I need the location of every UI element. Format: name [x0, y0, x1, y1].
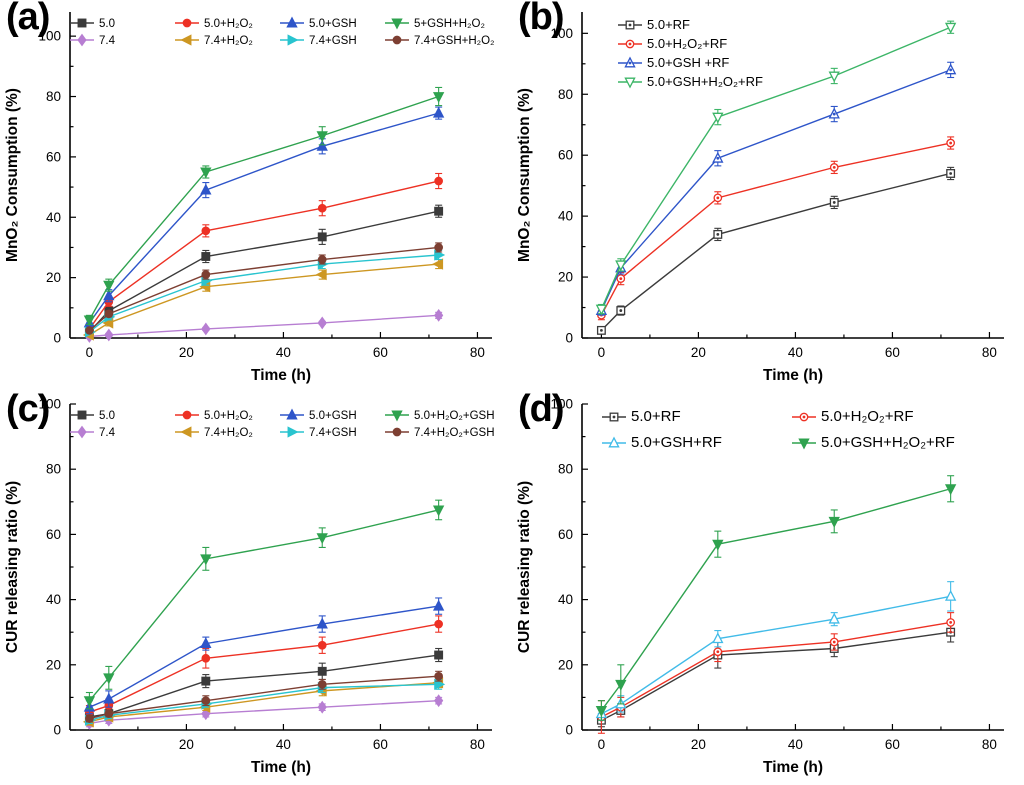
svg-text:40: 40	[276, 737, 291, 752]
svg-text:40: 40	[276, 345, 291, 360]
panel-a-label: (a)	[6, 0, 50, 38]
svg-text:MnO₂ Consumption (%): MnO₂ Consumption (%)	[4, 88, 21, 262]
svg-text:5.0+GSH+H₂O₂+RF: 5.0+GSH+H₂O₂+RF	[821, 434, 955, 451]
svg-text:60: 60	[373, 345, 388, 360]
svg-text:7.4+H₂O₂: 7.4+H₂O₂	[204, 35, 253, 47]
panel-b: (b) 0 20 40 60 80 0 20 40 60 80 100 Time (h) MnO₂ Co…	[512, 0, 1024, 392]
svg-text:7.4: 7.4	[99, 35, 116, 47]
svg-text:20: 20	[46, 270, 61, 285]
svg-text:20: 20	[179, 345, 194, 360]
panel-d-label: (d)	[518, 388, 565, 430]
svg-text:5.0+H₂O₂+RF: 5.0+H₂O₂+RF	[821, 408, 914, 425]
svg-text:80: 80	[46, 462, 61, 477]
svg-text:80: 80	[982, 737, 997, 752]
svg-text:60: 60	[885, 345, 900, 360]
svg-text:7.4+GSH+H₂O₂: 7.4+GSH+H₂O₂	[414, 35, 495, 47]
svg-text:80: 80	[470, 345, 485, 360]
svg-text:80: 80	[982, 345, 997, 360]
svg-text:80: 80	[46, 89, 61, 104]
svg-text:5.0+H₂O₂: 5.0+H₂O₂	[204, 18, 253, 30]
svg-text:CUR releasing ratio (%): CUR releasing ratio (%)	[516, 481, 533, 653]
svg-text:100: 100	[38, 397, 61, 412]
svg-text:60: 60	[558, 148, 573, 163]
panel-d: (d) 0 20 40 60 80 0 20 40 60 80 100 Time (h) CUR rel…	[512, 388, 1024, 785]
svg-text:40: 40	[558, 592, 573, 607]
svg-text:0: 0	[598, 737, 606, 752]
svg-text:5.0+GSH +RF: 5.0+GSH +RF	[647, 55, 729, 70]
svg-text:20: 20	[46, 657, 61, 672]
svg-text:Time (h): Time (h)	[763, 367, 823, 384]
svg-text:5.0+GSH+H₂O₂+RF: 5.0+GSH+H₂O₂+RF	[647, 74, 763, 89]
svg-text:80: 80	[558, 462, 573, 477]
svg-text:7.4+GSH: 7.4+GSH	[309, 427, 357, 439]
svg-text:20: 20	[179, 737, 194, 752]
svg-text:5.0: 5.0	[99, 18, 115, 30]
svg-text:40: 40	[788, 737, 803, 752]
svg-text:60: 60	[46, 527, 61, 542]
panel-c: (c) 0 20 40 60 80 0 20 40 60 80 100 Time (h) CUR rel…	[0, 388, 512, 785]
svg-text:20: 20	[558, 657, 573, 672]
svg-text:7.4+H₂O₂: 7.4+H₂O₂	[204, 427, 253, 439]
panel-c-label: (c)	[6, 388, 50, 430]
svg-text:Time (h): Time (h)	[251, 759, 311, 776]
svg-text:5.0+GSH: 5.0+GSH	[309, 410, 357, 422]
svg-text:CUR releasing ratio (%): CUR releasing ratio (%)	[4, 481, 21, 653]
svg-text:20: 20	[691, 737, 706, 752]
svg-text:40: 40	[46, 210, 61, 225]
svg-text:0: 0	[565, 331, 573, 346]
svg-text:20: 20	[558, 270, 573, 285]
svg-text:5.0+H₂O₂+RF: 5.0+H₂O₂+RF	[647, 36, 727, 51]
svg-text:MnO₂ Consumption (%): MnO₂ Consumption (%)	[516, 88, 533, 262]
chart-b-mno2-consumption-rf: 0 20 40 60 80 0 20 40 60 80 100 Time (h) MnO₂ Consum…	[512, 0, 1024, 392]
svg-text:Time (h): Time (h)	[763, 759, 823, 776]
svg-text:40: 40	[788, 345, 803, 360]
svg-text:0: 0	[53, 723, 61, 738]
svg-text:5.0+H₂O₂: 5.0+H₂O₂	[204, 410, 253, 422]
svg-text:60: 60	[373, 737, 388, 752]
svg-text:5.0+GSH: 5.0+GSH	[309, 18, 357, 30]
svg-text:5.0+H₂O₂+GSH: 5.0+H₂O₂+GSH	[414, 410, 495, 422]
svg-text:80: 80	[470, 737, 485, 752]
svg-text:100: 100	[550, 26, 573, 41]
svg-text:5.0+GSH+RF: 5.0+GSH+RF	[631, 434, 722, 451]
svg-text:60: 60	[558, 527, 573, 542]
svg-text:40: 40	[558, 209, 573, 224]
svg-text:0: 0	[598, 345, 606, 360]
svg-text:60: 60	[885, 737, 900, 752]
chart-c-cur-releasing-ratio: 0 20 40 60 80 0 20 40 60 80 100 Time (h) CUR releasi…	[0, 392, 512, 784]
svg-text:20: 20	[691, 345, 706, 360]
svg-text:5.0+RF: 5.0+RF	[631, 408, 681, 425]
svg-text:100: 100	[550, 397, 573, 412]
svg-text:40: 40	[46, 592, 61, 607]
svg-text:0: 0	[86, 737, 94, 752]
panel-a: (a) 0 20 40 60 80 0 20 40 60 80 100 Time (h) MnO₂ Co…	[0, 0, 512, 392]
svg-text:0: 0	[86, 345, 94, 360]
panel-b-label: (b)	[518, 0, 565, 38]
svg-text:0: 0	[565, 723, 573, 738]
svg-text:5+GSH+H₂O₂: 5+GSH+H₂O₂	[414, 18, 485, 30]
svg-text:Time (h): Time (h)	[251, 367, 311, 384]
chart-d-cur-releasing-ratio-rf: 0 20 40 60 80 0 20 40 60 80 100 Time (h) CUR releasi…	[512, 392, 1024, 784]
svg-text:100: 100	[38, 29, 61, 44]
svg-text:7.4+H₂O₂+GSH: 7.4+H₂O₂+GSH	[414, 427, 495, 439]
svg-text:5.0+RF: 5.0+RF	[647, 17, 690, 32]
svg-text:5.0: 5.0	[99, 410, 115, 422]
svg-text:60: 60	[46, 149, 61, 164]
svg-text:7.4+GSH: 7.4+GSH	[309, 35, 357, 47]
svg-text:0: 0	[53, 331, 61, 346]
svg-text:80: 80	[558, 87, 573, 102]
chart-a-mno2-consumption: 0 20 40 60 80 0 20 40 60 80 100 Time (h) MnO₂ Consum…	[0, 0, 512, 392]
svg-text:7.4: 7.4	[99, 427, 116, 439]
